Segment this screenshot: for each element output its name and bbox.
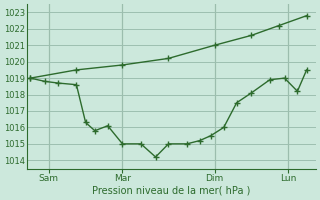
X-axis label: Pression niveau de la mer( hPa ): Pression niveau de la mer( hPa ) xyxy=(92,186,251,196)
